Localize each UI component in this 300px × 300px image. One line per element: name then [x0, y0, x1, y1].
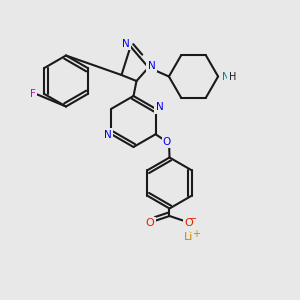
Text: N: N [156, 102, 164, 112]
Text: F: F [30, 89, 35, 99]
Text: N: N [148, 61, 155, 71]
Text: Li: Li [184, 232, 194, 242]
Text: N: N [222, 71, 230, 82]
Text: O: O [146, 218, 154, 229]
Text: O: O [184, 218, 193, 229]
Text: +: + [193, 229, 200, 239]
Text: O: O [163, 137, 171, 147]
Text: N: N [103, 130, 111, 140]
Text: −: − [189, 214, 198, 224]
Text: N: N [122, 39, 130, 49]
Text: H: H [229, 71, 236, 82]
